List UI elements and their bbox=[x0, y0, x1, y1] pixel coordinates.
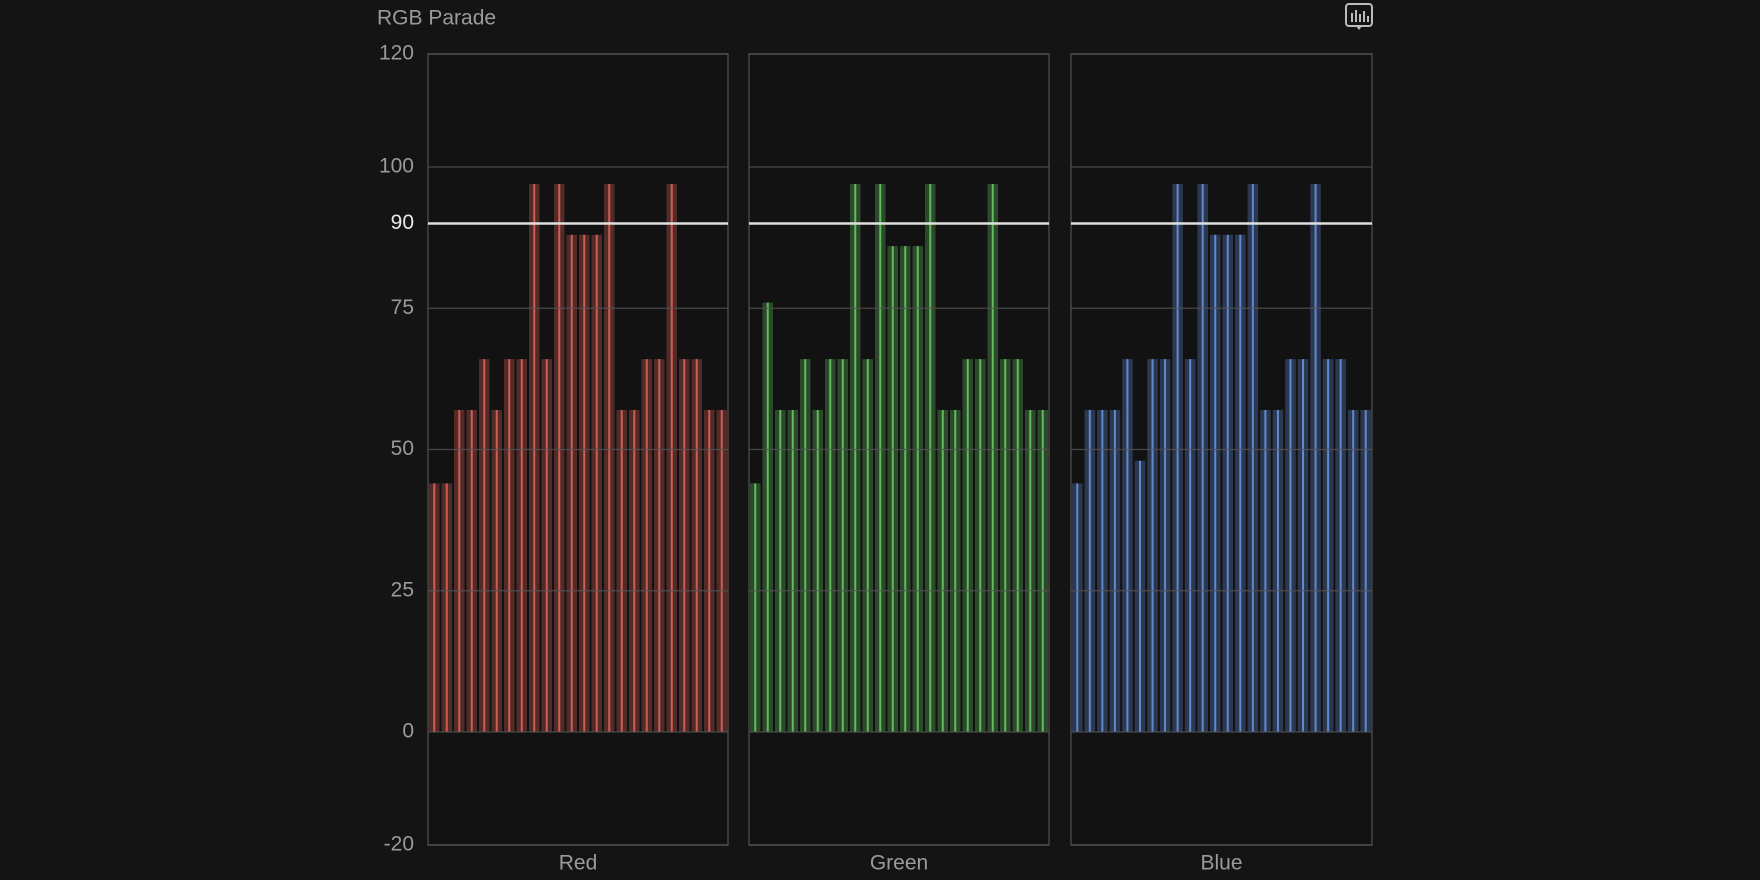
scope-settings-icon[interactable] bbox=[1345, 3, 1373, 30]
scope-title: RGB Parade bbox=[377, 7, 496, 30]
channel-label: Green bbox=[870, 852, 928, 875]
y-tick-label: 50 bbox=[391, 437, 414, 460]
y-tick-label: 120 bbox=[379, 42, 414, 65]
y-tick-label: 0 bbox=[402, 720, 414, 743]
channel-panel: Blue bbox=[1070, 53, 1373, 875]
channel-panel: Red bbox=[427, 53, 729, 875]
y-tick-label: 90 bbox=[391, 211, 414, 234]
y-tick-label: 100 bbox=[379, 155, 414, 178]
channel-label: Red bbox=[559, 852, 598, 875]
icon-tail bbox=[1356, 26, 1362, 30]
y-tick-label: -20 bbox=[384, 833, 414, 856]
y-tick-label: 25 bbox=[391, 578, 414, 601]
icon-bars bbox=[1351, 10, 1369, 22]
channel-label: Blue bbox=[1200, 852, 1242, 875]
channel-panel: Green bbox=[748, 53, 1050, 875]
y-tick-label: 75 bbox=[391, 296, 414, 319]
